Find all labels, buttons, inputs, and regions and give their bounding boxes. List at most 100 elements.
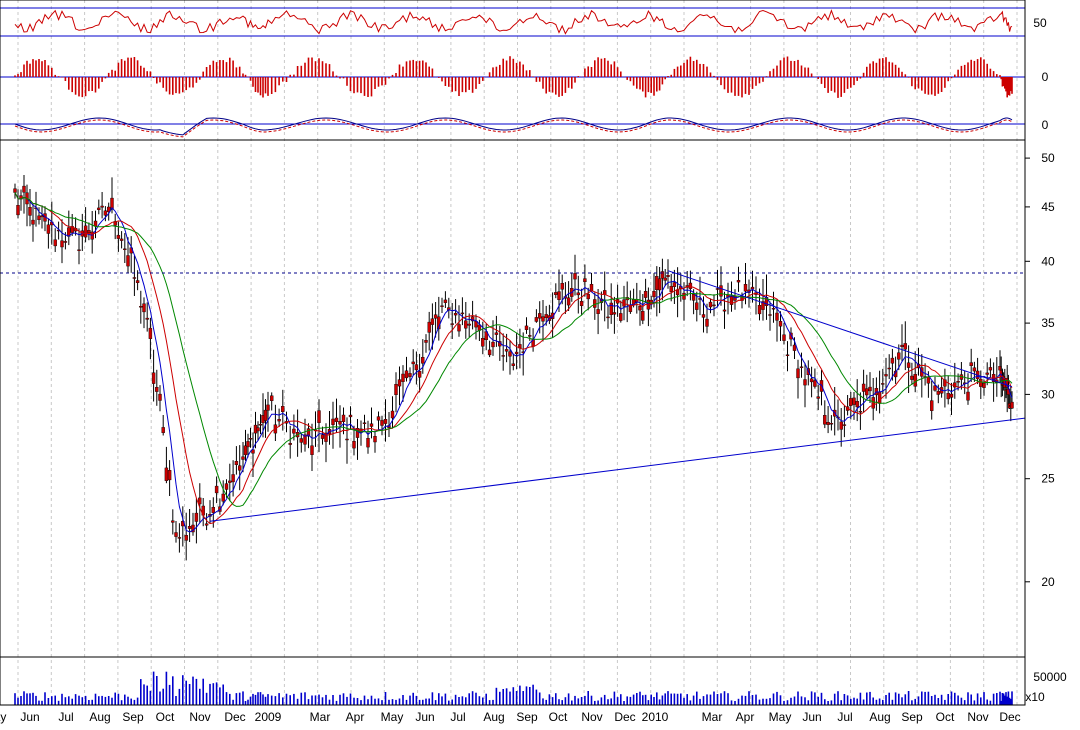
histogram-bar — [357, 77, 359, 92]
histogram-bar — [192, 77, 194, 88]
volume-bar — [509, 692, 511, 705]
candle-body — [377, 417, 380, 421]
histogram-bar — [797, 60, 799, 77]
histogram-bar — [489, 72, 491, 77]
candle-body — [332, 419, 335, 425]
volume-bar — [455, 695, 457, 705]
histogram-bar — [951, 77, 953, 78]
candle-body — [61, 241, 64, 247]
histogram-bar — [172, 77, 174, 95]
volume-bar — [885, 695, 887, 705]
histogram-bar — [202, 72, 204, 77]
candle-body — [528, 335, 531, 336]
histogram-bar — [58, 76, 60, 77]
volume-bar — [78, 696, 80, 705]
candle-body — [32, 220, 35, 224]
volume-bar — [790, 698, 792, 705]
volume-bar — [448, 701, 450, 705]
volume-bar — [68, 696, 70, 705]
volume-bar — [604, 695, 606, 705]
histogram-bar — [610, 64, 612, 77]
histogram-bar — [617, 67, 619, 77]
volume-bar — [581, 697, 583, 705]
histogram-bar — [185, 77, 187, 90]
histogram-bar — [432, 69, 434, 78]
candle-body — [583, 279, 586, 282]
histogram-bar — [866, 67, 868, 77]
candle-body — [205, 524, 208, 526]
volume-bar — [468, 693, 470, 705]
histogram-bar — [506, 61, 508, 78]
candle-body — [888, 368, 891, 369]
volume-bar — [773, 694, 775, 706]
volume-bar — [677, 694, 679, 705]
volume-bar — [162, 689, 164, 705]
candle-body — [853, 398, 856, 405]
candle-body — [212, 507, 215, 512]
volume-bar — [271, 696, 273, 705]
volume-bar — [364, 696, 366, 705]
volume-bar — [297, 699, 299, 705]
volume-bar — [360, 700, 362, 705]
histogram-bar — [636, 77, 638, 89]
volume-bar — [199, 689, 201, 705]
candle-body — [859, 411, 862, 412]
volume-bar — [196, 679, 198, 705]
candle-body — [353, 441, 356, 448]
volume-bar — [137, 698, 139, 705]
month-label: Dec — [999, 710, 1020, 724]
histogram-bar — [536, 77, 538, 82]
volume-bar — [724, 691, 726, 705]
histogram-bar — [699, 64, 701, 77]
volume-bar — [656, 692, 658, 705]
volume-bar — [860, 693, 862, 705]
histogram-bar — [509, 56, 511, 77]
histogram-bar — [242, 74, 244, 78]
volume-bar — [304, 692, 306, 705]
volume-bar — [762, 699, 764, 705]
volume-bar — [156, 676, 158, 705]
histogram-tick-label: 0 — [1042, 70, 1049, 84]
volume-bar — [496, 688, 498, 705]
histogram-bar — [360, 77, 362, 93]
volume-bar — [626, 696, 628, 705]
histogram-bar — [856, 77, 858, 81]
histogram-bar — [741, 77, 743, 97]
month-label: Oct — [549, 710, 568, 724]
volume-bar — [568, 693, 570, 705]
histogram-bar — [648, 77, 650, 92]
price-tick-label: 20 — [1041, 575, 1055, 589]
volume-bar — [388, 700, 390, 705]
histogram-bar — [130, 58, 132, 77]
candle-body — [412, 362, 415, 364]
histogram-bar — [974, 61, 976, 77]
candle-body — [421, 357, 424, 363]
histogram-bar — [95, 77, 97, 93]
volume-bar — [492, 700, 494, 705]
candle-body — [613, 313, 616, 315]
volume-bar — [395, 700, 397, 705]
volume-bar — [831, 700, 833, 705]
volume-bar — [797, 692, 799, 706]
histogram-bar — [353, 77, 355, 93]
candle-body — [535, 317, 538, 321]
volume-bar — [392, 699, 394, 705]
price-tick-label: 50 — [1041, 151, 1055, 165]
volume-bar — [114, 693, 116, 705]
histogram-bar — [232, 61, 234, 78]
candle-body — [904, 343, 907, 349]
volume-bar — [48, 698, 50, 705]
histogram-bar — [642, 77, 644, 92]
histogram-bar — [591, 67, 593, 77]
histogram-bar — [267, 77, 269, 96]
histogram-bar — [41, 61, 43, 77]
price-tick-label: 35 — [1041, 316, 1055, 330]
candle-body — [772, 308, 775, 309]
histogram-bar — [91, 77, 93, 91]
histogram-bar — [693, 61, 695, 77]
candle-body — [872, 397, 875, 408]
candle-body — [225, 484, 228, 490]
histogram-bar — [304, 63, 306, 77]
histogram-bar — [565, 77, 567, 93]
candle-body — [619, 313, 622, 320]
